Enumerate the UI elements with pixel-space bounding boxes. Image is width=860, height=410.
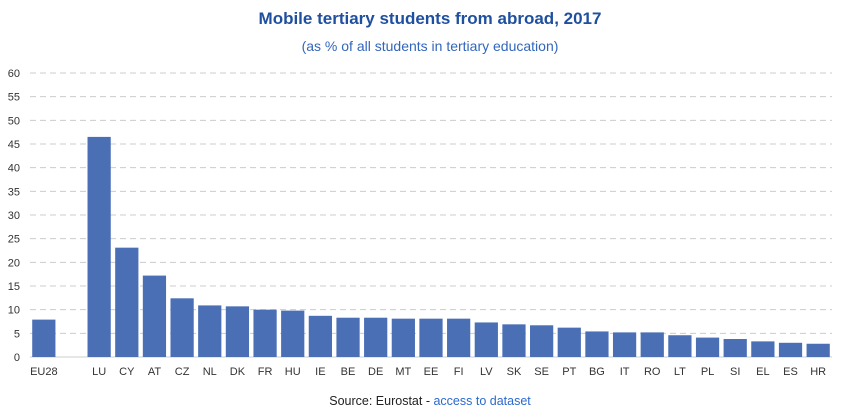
bar-nl[interactable] (198, 305, 222, 357)
bar-bg[interactable] (585, 331, 609, 357)
bar-mt[interactable] (391, 318, 415, 357)
x-tick-label-hr: HR (810, 366, 826, 378)
bar-dk[interactable] (225, 306, 250, 357)
chart-title: Mobile tertiary students from abroad, 20… (258, 9, 602, 28)
bar-be[interactable] (336, 317, 360, 357)
bar-ie[interactable] (308, 315, 332, 357)
x-tick-label-dk: DK (230, 366, 246, 378)
bar-se[interactable] (530, 325, 554, 357)
y-tick-label: 5 (14, 328, 20, 340)
x-tick-label-ie: IE (315, 366, 325, 378)
bar-fr[interactable] (253, 309, 277, 357)
bar-lv[interactable] (474, 322, 498, 357)
x-tick-label-se: SE (534, 366, 549, 378)
x-tick-label-pl: PL (701, 366, 714, 378)
x-tick-label-hu: HU (285, 366, 301, 378)
bar-es[interactable] (778, 342, 803, 357)
bar-si[interactable] (723, 339, 747, 357)
y-tick-label: 20 (8, 257, 20, 269)
x-tick-label-at: AT (148, 366, 162, 378)
x-tick-label-nl: NL (203, 366, 217, 378)
bar-lu[interactable] (87, 136, 111, 357)
access-dataset-link[interactable]: access to dataset (433, 394, 531, 408)
bar-at[interactable] (142, 275, 167, 357)
y-tick-label: 45 (8, 139, 20, 151)
x-tick-label-fi: FI (454, 366, 464, 378)
x-tick-label-be: BE (341, 366, 356, 378)
x-tick-label-ee: EE (424, 366, 439, 378)
bar-chart: 0 5 10 15 20 25 30 35 40 45 50 55 60 EU28 LU CY AT CZ NL D… (8, 68, 832, 378)
y-axis-ticks: 0 5 10 15 20 25 30 35 40 45 50 55 60 (8, 68, 20, 364)
y-tick-label: 25 (8, 234, 20, 246)
x-tick-label-lv: LV (480, 366, 493, 378)
bar-ee[interactable] (419, 318, 443, 357)
y-tick-label: 0 (14, 352, 20, 364)
y-tick-label: 50 (8, 115, 20, 127)
bar-lt[interactable] (668, 335, 692, 357)
y-tick-label: 30 (8, 210, 20, 222)
x-tick-label-bg: BG (589, 366, 605, 378)
x-axis-ticks: EU28 LU CY AT CZ NL DK FR HU IE BE DE MT EE FI LV SK SE PT… (30, 366, 826, 378)
x-tick-label-mt: MT (395, 366, 411, 378)
x-tick-label-it: IT (620, 366, 630, 378)
y-tick-label: 60 (8, 68, 20, 80)
x-tick-label-lu: LU (92, 366, 106, 378)
bar-pl[interactable] (695, 337, 720, 357)
bar-sk[interactable] (502, 324, 526, 357)
x-tick-label-eu28: EU28 (30, 366, 58, 378)
y-tick-label: 40 (8, 163, 20, 175)
bar-de[interactable] (364, 317, 388, 357)
x-tick-label-lt: LT (674, 366, 686, 378)
x-tick-label-es: ES (783, 366, 798, 378)
x-tick-label-el: EL (756, 366, 769, 378)
bar-cz[interactable] (170, 298, 194, 357)
x-tick-label-cy: CY (119, 366, 135, 378)
bar-hu[interactable] (281, 310, 305, 357)
x-tick-label-fr: FR (258, 366, 273, 378)
y-tick-label: 55 (8, 92, 20, 104)
x-tick-label-cz: CZ (175, 366, 190, 378)
bar-it[interactable] (612, 332, 637, 357)
y-tick-label: 10 (8, 305, 20, 317)
bar-cy[interactable] (115, 247, 139, 357)
y-tick-label: 35 (8, 186, 20, 198)
x-tick-label-de: DE (368, 366, 383, 378)
bars (32, 136, 830, 357)
bar-fi[interactable] (447, 318, 471, 357)
x-tick-label-ro: RO (644, 366, 661, 378)
chart-subtitle: (as % of all students in tertiary educat… (301, 38, 559, 54)
bar-ro[interactable] (640, 332, 664, 357)
bar-hr[interactable] (806, 343, 830, 357)
bar-eu28[interactable] (32, 319, 56, 357)
x-tick-label-si: SI (730, 366, 740, 378)
source-line: Source: Eurostat - access to dataset (0, 394, 860, 408)
x-tick-label-sk: SK (507, 366, 522, 378)
bar-el[interactable] (751, 341, 775, 357)
y-tick-label: 15 (8, 281, 20, 293)
bar-pt[interactable] (557, 327, 581, 357)
source-text: Source: Eurostat - (329, 394, 434, 408)
x-tick-label-pt: PT (562, 366, 576, 378)
